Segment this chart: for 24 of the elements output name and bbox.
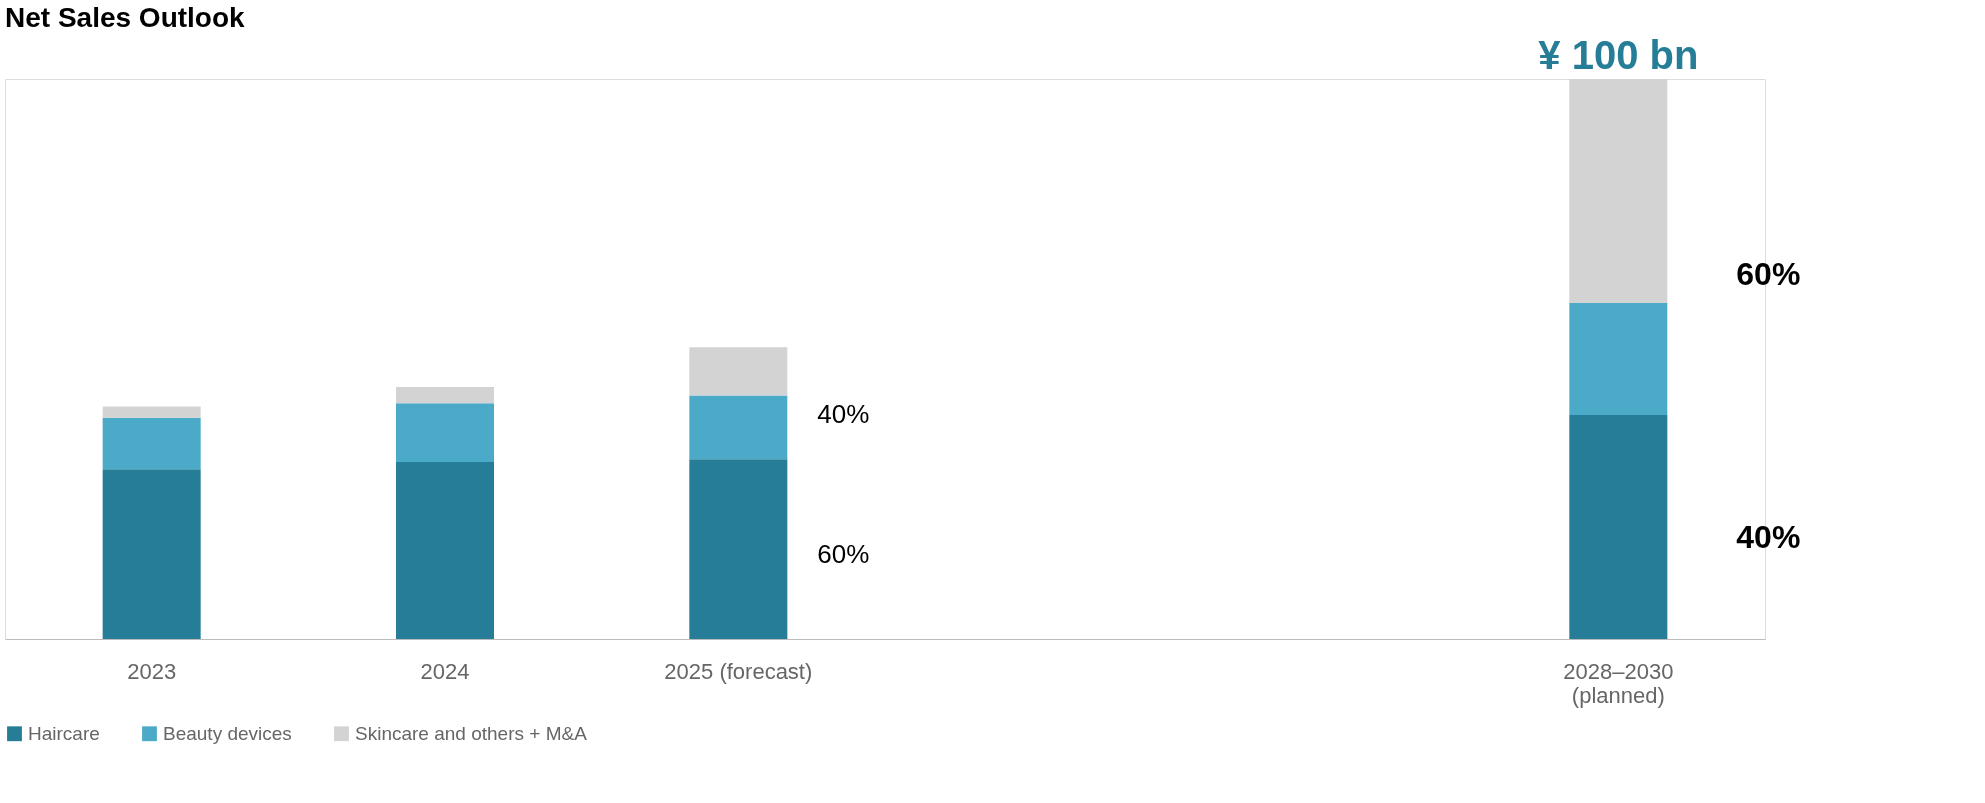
legend-label: Skincare and others + M&A bbox=[355, 722, 588, 744]
x-tick-label: 2028–2030 (planned) bbox=[1563, 658, 1674, 708]
bar bbox=[689, 395, 788, 460]
annotation: 60% bbox=[817, 539, 870, 569]
annotation: 40% bbox=[817, 399, 870, 429]
legend-label: Beauty devices bbox=[163, 722, 292, 744]
bar bbox=[396, 387, 494, 404]
bar bbox=[689, 459, 788, 639]
text: ¥ 100 bn bbox=[1538, 33, 1699, 77]
bar bbox=[396, 403, 494, 463]
bar bbox=[396, 462, 494, 639]
x-tick-label: 2025 (forecast) bbox=[664, 658, 813, 684]
bar bbox=[102, 469, 201, 639]
bar bbox=[1569, 415, 1668, 639]
bar bbox=[102, 406, 201, 418]
annotation: 60% bbox=[1736, 256, 1801, 292]
annotation: 40% bbox=[1736, 519, 1801, 556]
chart-title: Net Sales Outlook bbox=[5, 2, 246, 33]
x-tick-label: 2024 bbox=[420, 658, 470, 684]
legend-label: Haircare bbox=[28, 722, 100, 744]
bar bbox=[102, 417, 201, 470]
bar bbox=[689, 347, 788, 396]
bar bbox=[1569, 303, 1668, 415]
x-tick-label: 2023 bbox=[127, 658, 177, 684]
